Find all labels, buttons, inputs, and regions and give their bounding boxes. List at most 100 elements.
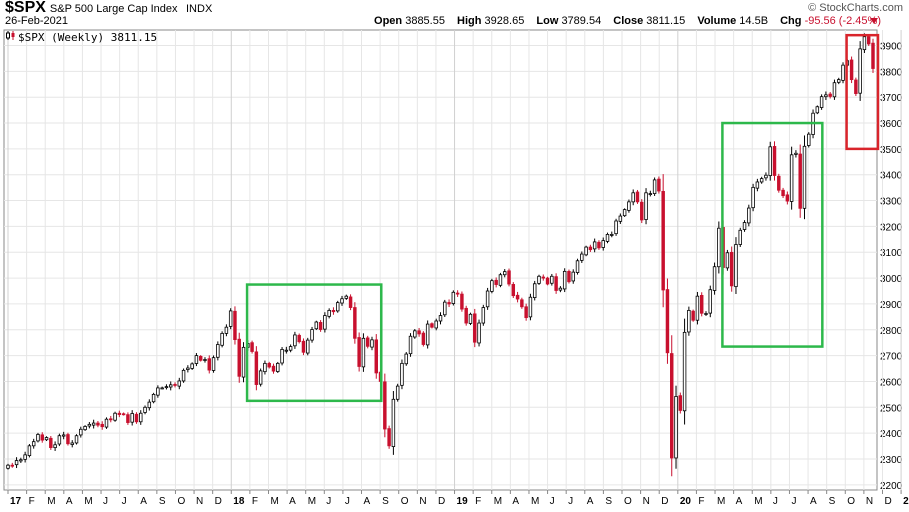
candle-body [156, 387, 160, 396]
green-highlight-box [245, 283, 383, 403]
candle-body [451, 291, 456, 304]
candle-body [348, 296, 353, 308]
ohlc-readout: Open 3885.55 High 3928.65 Low 3789.54 Cl… [374, 15, 881, 27]
candle-body [271, 365, 276, 372]
candle-body [27, 445, 32, 457]
candle-body [151, 393, 156, 403]
candle-body [237, 338, 241, 377]
candle-body [674, 396, 678, 459]
x-tick-label: O [847, 496, 855, 507]
candle-body [96, 422, 100, 426]
candle-body [699, 295, 704, 314]
candle-body [695, 295, 700, 321]
candle-body [134, 413, 139, 423]
x-tick-label: S [829, 496, 836, 507]
candle-body [764, 174, 768, 179]
chart-header: $SPX S&P 500 Large Cap Index INDX 26-Feb-… [0, 0, 909, 30]
candle-body [605, 234, 610, 242]
candle-body [293, 334, 297, 347]
candle-body [87, 423, 92, 427]
y-tick-label: 3900 [880, 42, 903, 53]
x-tick-label: S [382, 496, 389, 507]
y-tick-label: 3800 [880, 67, 903, 78]
x-tick-label: N [196, 496, 203, 507]
candle-body [618, 215, 623, 222]
candle-body [575, 260, 580, 273]
candle-body [164, 386, 169, 389]
x-tick-label: 17 [10, 496, 22, 507]
candle-body [276, 362, 280, 372]
candle-body [528, 296, 533, 318]
candle-body [340, 298, 344, 304]
candle-body [571, 271, 575, 282]
candle-body [117, 412, 122, 415]
brand-label: © StockCharts.com [808, 2, 903, 14]
candle-body [408, 335, 413, 355]
candle-body [19, 459, 23, 462]
candle-body [186, 367, 190, 370]
x-tick-label: O [177, 496, 185, 507]
candle-body [14, 460, 19, 466]
x-tick-label: D [438, 496, 445, 507]
candle-body [44, 437, 49, 441]
candle-body [738, 229, 742, 245]
candle-body [70, 442, 74, 445]
candle-body [678, 395, 683, 411]
candle-body [871, 42, 875, 69]
candle-body [485, 290, 490, 308]
candle-body [216, 344, 220, 358]
candle-body [267, 362, 271, 368]
candle-body [545, 277, 550, 285]
x-tick-label: N [419, 496, 426, 507]
x-tick-label: S [605, 496, 612, 507]
candle-body [704, 313, 708, 315]
candle-body [729, 251, 734, 287]
candle-body [190, 363, 194, 369]
candle-body [74, 435, 79, 444]
x-tick-label: A [810, 496, 817, 507]
candle-body [798, 153, 802, 209]
candle-body [327, 309, 331, 317]
y-tick-label: 3000 [880, 274, 903, 285]
candle-body [284, 349, 289, 352]
candle-body [438, 315, 443, 322]
x-tick-label: A [140, 496, 147, 507]
candle-body [83, 426, 87, 431]
candle-body [862, 36, 867, 51]
candle-body [807, 133, 811, 146]
candle-body [819, 96, 824, 108]
candle-body [725, 252, 730, 269]
candle-body [318, 322, 323, 330]
x-tick-label: J [791, 496, 796, 507]
candle-body [387, 428, 391, 447]
candle-body [79, 428, 83, 436]
candle-body [815, 106, 820, 114]
x-tick-label: 21 [903, 496, 909, 507]
candle-body [421, 332, 426, 345]
candle-body [254, 351, 259, 385]
candle-body [622, 209, 627, 217]
x-tick-label: F [29, 496, 35, 507]
candle-body [361, 337, 366, 368]
candle-body [503, 271, 507, 276]
candle-body [584, 246, 588, 256]
candle-body [558, 287, 563, 291]
candle-body [481, 307, 486, 324]
legend-text: $SPX (Weekly) 3811.15 [18, 31, 158, 44]
x-tick-label: A [289, 496, 296, 507]
candle-body [781, 189, 785, 197]
candle-body [306, 339, 310, 354]
candle-body [383, 381, 387, 430]
candle-body [665, 289, 670, 354]
x-tick-label: F [698, 496, 704, 507]
candle-body [263, 362, 267, 373]
candle-body [139, 412, 143, 423]
candle-body [447, 302, 451, 305]
y-tick-label: 2600 [880, 377, 903, 388]
candle-body [23, 454, 27, 460]
candle-body [468, 313, 473, 324]
candle-body [49, 437, 53, 449]
candle-body [682, 331, 687, 412]
candle-body [40, 434, 44, 441]
candle-body [198, 355, 203, 361]
